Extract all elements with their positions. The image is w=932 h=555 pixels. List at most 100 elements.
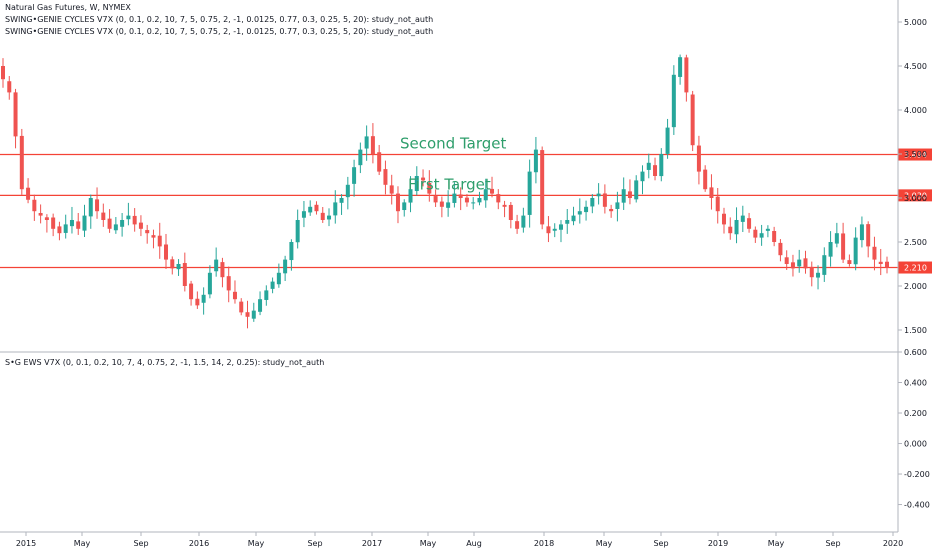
candle-body [377, 152, 382, 172]
candle-body [289, 242, 294, 261]
candle-body [308, 206, 313, 213]
candle-body [151, 235, 156, 238]
lower-pane-legend: S•G EWS V7X (0, 0.1, 0.2, 10, 7, 4, 0.75… [5, 358, 325, 367]
study-legend-2: SWING•GENIE CYCLES V7X (0, 0.1, 0.2, 10,… [5, 27, 434, 36]
candle-body [270, 281, 275, 289]
candle-body [540, 150, 545, 225]
candle-body [734, 220, 739, 235]
candle-body [88, 198, 93, 217]
candle-body [596, 193, 601, 197]
candle-body [609, 208, 614, 212]
x-tick-label: 2016 [189, 539, 209, 548]
candle-body [26, 187, 31, 200]
x-tick-label: Sep [133, 539, 148, 548]
candle-body [822, 255, 827, 275]
candle-body [784, 257, 789, 264]
candle-body [57, 226, 62, 234]
candle-body [189, 283, 194, 300]
candle-body [295, 220, 300, 243]
candle-body [621, 189, 626, 203]
candle-body [715, 196, 720, 212]
candle-body [132, 215, 137, 225]
candle-body [19, 135, 24, 190]
candle-body [584, 206, 589, 213]
y-tick-label: 2.500 [904, 238, 927, 247]
candle-body [113, 224, 118, 231]
candle-body [164, 244, 169, 260]
lower-y-tick-label: 0.000 [904, 440, 927, 449]
target-annotation: First Target [408, 175, 491, 193]
candle-body [471, 202, 476, 204]
candle-body [627, 191, 632, 198]
candle-body [364, 136, 369, 149]
candle-body [709, 187, 714, 198]
candle-body [558, 224, 563, 230]
candle-body [477, 198, 482, 203]
study-legend-1: SWING•GENIE CYCLES V7X (0, 0.1, 0.2, 10,… [5, 15, 434, 24]
candle-body [885, 261, 889, 268]
chart-title: Natural Gas Futures, W, NYMEX [5, 3, 131, 12]
y-tick-label: 4.000 [904, 106, 927, 115]
candle-body [740, 215, 745, 222]
candle-body [352, 167, 357, 184]
candle-body [483, 189, 488, 201]
candle-body [402, 202, 407, 211]
candle-body [809, 266, 814, 278]
level-label: 2.210 [904, 264, 927, 273]
candle-body [327, 215, 332, 220]
candle-body [44, 217, 49, 220]
candle-body [615, 202, 620, 209]
candle-body [490, 188, 495, 194]
level-label-bg [898, 189, 932, 202]
candle-body [276, 272, 281, 285]
candle-body [207, 272, 212, 295]
candle-body [853, 237, 858, 265]
level-label: 3.494 [904, 151, 927, 160]
candle-body [828, 242, 833, 257]
candle-body [251, 310, 256, 319]
candle-body [859, 224, 864, 241]
candle-body [145, 230, 150, 234]
candle-body [63, 224, 68, 233]
candle-body [51, 217, 56, 229]
candle-body [232, 291, 237, 300]
y-tick-label: 3.500 [904, 150, 927, 159]
candle-body [1, 66, 5, 80]
candle-body [753, 229, 758, 238]
candle-body [201, 294, 206, 303]
y-tick-label: 3.000 [904, 194, 927, 203]
y-tick-label: 1.500 [904, 326, 927, 335]
candle-body [452, 193, 457, 203]
candle-body [95, 199, 100, 212]
target-annotation: Second Target [400, 135, 506, 153]
candle-body [126, 215, 131, 220]
x-tick-label: 2020 [883, 539, 903, 548]
x-tick-label: May [768, 539, 785, 548]
candle-body [508, 204, 513, 220]
candle-body [383, 169, 388, 185]
candle-body [264, 290, 269, 300]
x-tick-label: 2017 [362, 539, 382, 548]
candle-body [464, 197, 469, 203]
candle-body [333, 202, 338, 216]
candle-body [370, 136, 375, 154]
candle-body [703, 169, 708, 190]
candle-body [69, 220, 74, 227]
candle-body [32, 199, 37, 212]
candle-body [866, 224, 871, 247]
candle-body [408, 189, 413, 203]
candle-body [239, 301, 244, 313]
candle-body [176, 264, 181, 270]
candle-body [640, 171, 645, 182]
candle-body [339, 198, 344, 203]
candle-body [671, 74, 676, 128]
candle-body [245, 312, 250, 317]
candle-body [759, 233, 764, 238]
candle-body [678, 57, 683, 77]
lower-y-tick-label: -0.200 [904, 470, 930, 479]
candle-body [721, 213, 726, 225]
candle-body [496, 194, 501, 203]
candle-body [107, 218, 112, 229]
